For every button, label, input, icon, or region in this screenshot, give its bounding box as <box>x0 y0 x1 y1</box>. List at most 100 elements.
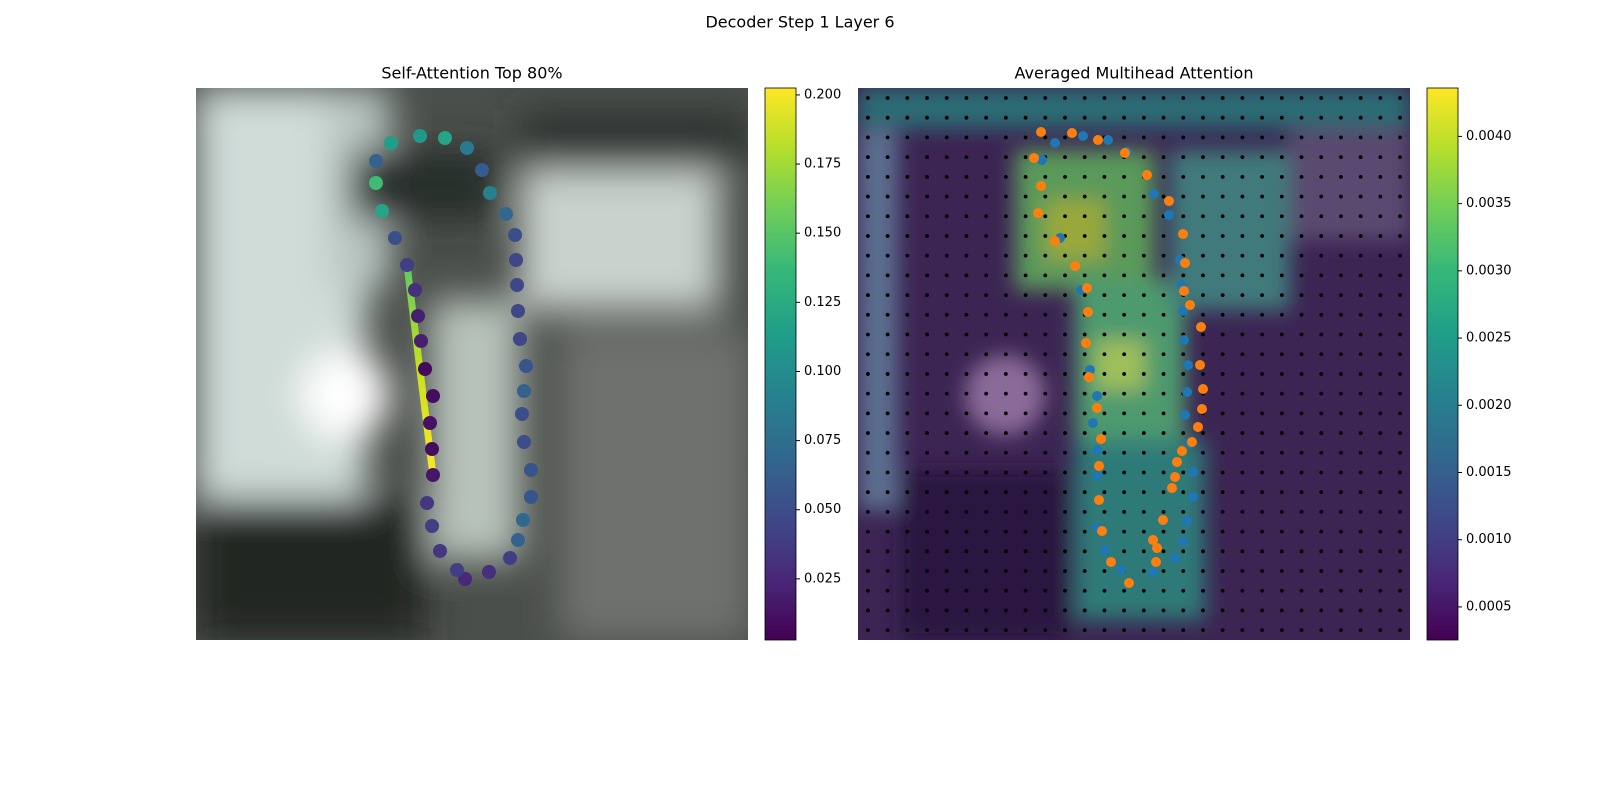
grid-dot <box>1063 293 1067 297</box>
grid-dot <box>1319 96 1324 100</box>
point <box>1158 515 1168 525</box>
grid-dot <box>885 450 890 455</box>
grid-dot <box>1082 391 1087 396</box>
grid-dot <box>944 273 949 278</box>
grid-dot <box>1279 135 1284 140</box>
grid-dot <box>984 135 989 140</box>
grid-dot <box>925 569 929 573</box>
grid-dot <box>1082 332 1087 337</box>
grid-dot <box>1122 115 1127 120</box>
grid-dot <box>885 391 890 396</box>
grid-dot <box>1279 115 1284 120</box>
grid-dot <box>1299 234 1304 238</box>
grid-dot <box>1319 411 1324 416</box>
grid-dot <box>1023 352 1028 357</box>
grid-dot <box>1279 569 1284 573</box>
grid-dot <box>1378 470 1383 475</box>
grid-dot <box>1043 135 1048 140</box>
grid-dot <box>944 431 949 435</box>
grid-dot <box>1181 431 1186 435</box>
grid-dot <box>1260 372 1264 376</box>
grid-dot <box>1398 588 1402 593</box>
grid-dot <box>1023 490 1028 495</box>
grid-dot <box>1260 194 1264 199</box>
grid-dot <box>1220 234 1225 238</box>
grid-dot <box>1043 96 1048 100</box>
grid-dot <box>1339 293 1343 297</box>
colorbar-tick-label: 0.125 <box>804 295 841 310</box>
grid-dot <box>885 529 890 534</box>
point <box>1036 127 1046 137</box>
grid-dot <box>1299 174 1304 179</box>
grid-dot <box>1043 490 1048 495</box>
grid-dot <box>984 293 989 297</box>
grid-dot <box>1220 115 1225 120</box>
grid-dot <box>1102 431 1107 435</box>
grid-dot <box>1339 194 1343 199</box>
grid-dot <box>1181 115 1186 120</box>
grid-dot <box>1082 115 1087 120</box>
grid-dot <box>1240 155 1245 160</box>
grid-dot <box>1260 332 1264 337</box>
grid-dot <box>1339 352 1343 357</box>
grid-dot <box>1299 115 1304 120</box>
grid-dot <box>905 174 910 179</box>
grid-dot <box>1161 411 1166 416</box>
grid-dot <box>1398 174 1402 179</box>
grid-dot <box>1279 174 1284 179</box>
grid-dot <box>1220 293 1225 297</box>
grid-dot <box>1023 135 1028 140</box>
grid-dot <box>1201 510 1205 514</box>
grid-dot <box>944 135 949 140</box>
grid-dot <box>1102 372 1107 376</box>
grid-dot <box>964 470 969 475</box>
grid-dot <box>1003 155 1008 160</box>
grid-dot <box>1299 332 1304 337</box>
grid-dot <box>1378 96 1383 100</box>
grid-dot <box>1063 372 1067 376</box>
point <box>510 278 524 292</box>
grid-dot <box>1220 253 1225 258</box>
grid-dot <box>1201 372 1205 376</box>
grid-dot <box>866 194 870 199</box>
grid-dot <box>885 312 890 317</box>
grid-dot <box>1358 628 1363 633</box>
grid-dot <box>1201 312 1205 317</box>
grid-dot <box>1358 569 1363 573</box>
grid-dot <box>1003 529 1008 534</box>
grid-dot <box>1161 450 1166 455</box>
grid-dot <box>1141 529 1146 534</box>
heatmap <box>858 88 1410 640</box>
grid-dot <box>885 194 890 199</box>
point <box>411 309 425 323</box>
grid-dot <box>1043 332 1048 337</box>
grid-dot <box>1122 431 1127 435</box>
grid-dot <box>925 411 929 416</box>
grid-dot <box>1063 510 1067 514</box>
grid-dot <box>1398 490 1402 495</box>
grid-dot <box>1063 529 1067 534</box>
grid-dot <box>925 510 929 514</box>
grid-dot <box>1161 96 1166 100</box>
grid-dot <box>1122 470 1127 475</box>
grid-dot <box>1378 352 1383 357</box>
grid-dot <box>1378 490 1383 495</box>
grid-dot <box>1260 588 1264 593</box>
colorbar-tick-label: 0.0020 <box>1466 398 1512 413</box>
grid-dot <box>925 372 929 376</box>
grid-dot <box>1102 234 1107 238</box>
grid-dot <box>925 135 929 140</box>
grid-dot <box>925 194 929 199</box>
grid-dot <box>905 569 910 573</box>
grid-dot <box>944 529 949 534</box>
colorbar-tick-label: 0.0035 <box>1466 196 1512 211</box>
grid-dot <box>1220 569 1225 573</box>
grid-dot <box>1378 549 1383 554</box>
grid-dot <box>925 529 929 534</box>
grid-dot <box>1279 293 1284 297</box>
grid-dot <box>1043 312 1048 317</box>
grid-dot <box>1082 569 1087 573</box>
point <box>425 442 439 456</box>
grid-dot <box>1279 372 1284 376</box>
